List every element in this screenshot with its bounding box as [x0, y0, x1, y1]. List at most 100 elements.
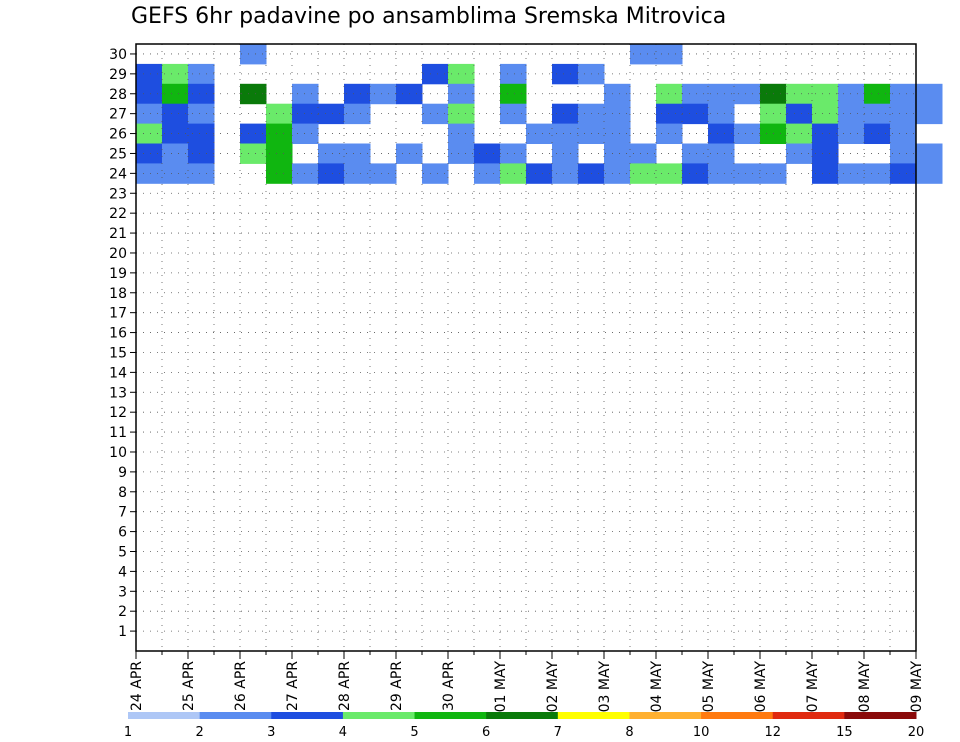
- legend-swatch: [342, 712, 416, 719]
- x-tick-label: 26 APR: [233, 661, 249, 711]
- heatmap-cell: [552, 63, 579, 85]
- legend-swatch: [199, 712, 272, 719]
- heatmap-cell: [162, 83, 189, 105]
- heatmap-cell: [682, 143, 709, 164]
- heatmap-cell: [136, 103, 163, 125]
- y-tick-label: 24: [109, 166, 127, 182]
- heatmap-cell: [630, 163, 657, 184]
- x-tick-label: 07 MAY: [805, 661, 821, 713]
- heatmap-cell: [890, 83, 917, 105]
- heatmap-cell: [604, 103, 631, 125]
- heatmap-cell: [604, 123, 631, 145]
- legend-label: 10: [693, 725, 710, 740]
- heatmap-cell: [786, 143, 813, 164]
- y-tick-label: 22: [109, 206, 127, 222]
- heatmap-cell: [864, 163, 891, 184]
- heatmap-cell: [734, 123, 761, 145]
- legend-label: 1: [124, 725, 132, 740]
- heatmap-cell: [500, 63, 527, 85]
- x-tick-label: 08 MAY: [857, 661, 873, 713]
- heatmap-cell: [266, 143, 293, 164]
- heatmap-cell: [188, 123, 215, 145]
- heatmap-cell: [656, 103, 683, 125]
- heatmap-cell: [500, 103, 527, 125]
- heatmap-cell: [656, 83, 683, 105]
- heatmap-cell: [136, 83, 163, 105]
- y-tick-label: 7: [118, 505, 127, 521]
- heatmap-cell: [812, 83, 839, 105]
- heatmap-cell: [422, 63, 449, 85]
- heatmap-cell: [266, 103, 293, 125]
- heatmap-cell: [786, 103, 813, 125]
- heatmap-cell: [838, 103, 865, 125]
- heatmap-cell: [812, 103, 839, 125]
- heatmap-cell: [240, 123, 267, 145]
- heatmap-cell: [526, 163, 553, 184]
- heatmap-cell: [552, 143, 579, 164]
- y-tick-label: 16: [109, 326, 127, 342]
- y-tick-label: 8: [118, 485, 127, 501]
- heatmap-cells: [136, 44, 943, 184]
- heatmap-cell: [708, 103, 735, 125]
- heatmap-cell: [318, 143, 345, 164]
- x-tick-label: 06 MAY: [753, 661, 769, 713]
- color-legend: 1 2 3 4 5 6 7 8 10 12 15 20: [124, 712, 924, 740]
- heatmap-cell: [864, 83, 891, 105]
- y-tick-label: 30: [109, 47, 127, 63]
- heatmap-cell: [422, 163, 449, 184]
- legend-swatch: [629, 712, 702, 719]
- x-tick-label: 05 MAY: [701, 661, 717, 713]
- heatmap-cell: [292, 163, 319, 184]
- heatmap-cell: [188, 63, 215, 85]
- heatmap-cell: [162, 143, 189, 164]
- heatmap-cell: [448, 123, 475, 145]
- heatmap-cell: [838, 163, 865, 184]
- x-tick-label: 03 MAY: [597, 661, 613, 713]
- heatmap-cell: [188, 163, 215, 184]
- heatmap-cell: [604, 83, 631, 105]
- heatmap-cell: [838, 123, 865, 145]
- x-tick-label: 01 MAY: [493, 661, 509, 713]
- legend-label: 5: [410, 725, 418, 740]
- y-tick-label: 11: [109, 425, 127, 441]
- heatmap-cell: [344, 163, 371, 184]
- heatmap-cell: [812, 143, 839, 164]
- legend-label: 20: [908, 725, 925, 740]
- legend-swatch: [772, 712, 845, 719]
- heatmap-cell: [240, 83, 267, 105]
- x-axis: 24 APR 25 APR 26 APR 27 APR 28 APR 29 APR 30 A…: [129, 651, 925, 712]
- legend-label: 4: [339, 725, 347, 740]
- y-tick-label: 12: [109, 405, 127, 421]
- heatmap-cell: [240, 44, 267, 65]
- heatmap-cell: [188, 103, 215, 125]
- legend-swatch: [271, 712, 344, 719]
- heatmap-cell: [708, 143, 735, 164]
- heatmap-cell: [344, 103, 371, 125]
- legend-label: 12: [764, 725, 781, 740]
- heatmap-cell: [162, 63, 189, 85]
- heatmap-cell: [812, 163, 839, 184]
- y-tick-label: 4: [118, 564, 127, 580]
- heatmap-cell: [682, 163, 709, 184]
- x-tick-label: 30 APR: [441, 661, 457, 711]
- y-tick-label: 10: [109, 445, 127, 461]
- x-tick-label: 04 MAY: [649, 661, 665, 713]
- heatmap-cell: [630, 44, 657, 65]
- heatmap-cell: [916, 143, 943, 164]
- heatmap-cell: [136, 163, 163, 184]
- heatmap-cell: [266, 163, 293, 184]
- heatmap-cell: [734, 163, 761, 184]
- heatmap-cell: [734, 83, 761, 105]
- legend-swatch: [128, 712, 201, 719]
- legend-swatch: [844, 712, 917, 719]
- heatmap-cell: [318, 163, 345, 184]
- y-tick-label: 14: [109, 365, 127, 381]
- x-tick-label: 29 APR: [389, 661, 405, 711]
- y-tick-label: 17: [109, 306, 127, 322]
- heatmap-cell: [318, 103, 345, 125]
- heatmap-cell: [708, 83, 735, 105]
- heatmap-cell: [136, 63, 163, 85]
- legend-swatch: [486, 712, 559, 719]
- heatmap-cell: [604, 163, 631, 184]
